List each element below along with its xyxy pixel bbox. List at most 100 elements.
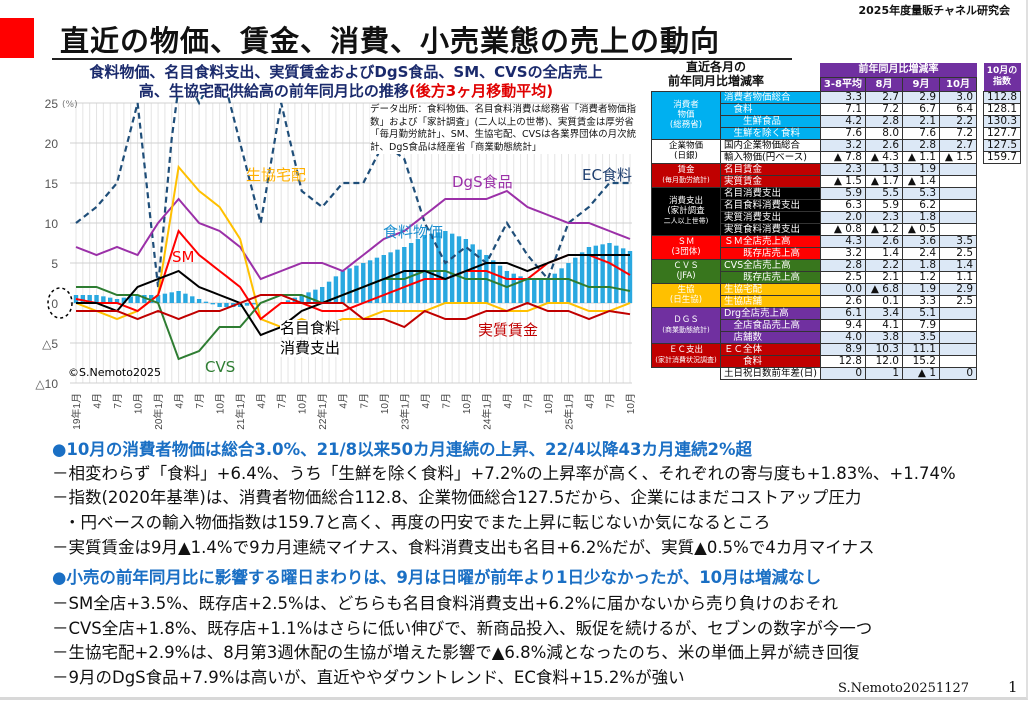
- category-label: ＤＧＳ: [673, 315, 699, 325]
- value-cell: ▲ 6.8: [865, 282, 903, 296]
- value-cell: [939, 330, 977, 344]
- bar-food-price: [333, 276, 339, 303]
- column-header: 8月: [865, 76, 903, 92]
- table-row: 全店食品売上高 9.4 4.1 7.9: [652, 318, 1021, 332]
- category-label: ＳＭ: [677, 237, 695, 247]
- x-tick-label: 7月: [522, 393, 534, 409]
- y-tick-label: △10: [35, 377, 58, 391]
- row-label: 実質食料消費支出: [720, 222, 821, 236]
- chart-title: 食料物価、名目食料支出、実質賃金およびDgS食品、SM、CVSの全店売上 高、生…: [46, 63, 646, 101]
- x-tick-label: 10月: [461, 393, 473, 414]
- row-label: 生鮮を除く食料: [720, 126, 821, 140]
- gap: [977, 247, 984, 259]
- value-cell: 2.5: [939, 246, 977, 260]
- bar-food-price: [367, 260, 373, 303]
- value-cell: 2.7: [939, 138, 977, 152]
- value-cell: 6.7: [902, 102, 940, 116]
- bar-food-price: [532, 279, 537, 303]
- body-line: －9月のDgS食品+7.9%は高いが、直近ややダウントレンド、EC食料+15.2…: [52, 668, 685, 687]
- table-row: 生鮮食品 4.2 2.8 2.1 2.2 130.3: [652, 114, 1022, 128]
- body-line: ・円ベースの輸入物価指数は159.7と高く、再度の円安でまた上昇に転じないか気に…: [64, 513, 771, 532]
- category-label: (日生協): [669, 295, 703, 305]
- bar-food-price: [217, 303, 222, 307]
- table-header-row: 前年同月比増減率 10月の指数: [652, 63, 1021, 91]
- value-cell: 5.9: [819, 186, 867, 200]
- gap: [977, 295, 984, 307]
- bar-food-price: [183, 293, 188, 303]
- bar-food-price: [169, 292, 174, 303]
- gap: [977, 91, 984, 103]
- value-cell: [939, 342, 977, 356]
- value-cell: 2.1: [902, 114, 940, 128]
- category-label: (家計消費状況調査): [655, 356, 717, 364]
- index-empty: [984, 271, 1021, 283]
- gap: [977, 259, 984, 271]
- category-cell: ＥＣ支出 (家計消費状況調査): [651, 342, 721, 368]
- value-cell: ▲ 0.8: [819, 222, 867, 236]
- value-cell: 2.0: [819, 210, 867, 224]
- category-label: 物価: [677, 110, 695, 120]
- bar-food-price: [449, 233, 455, 303]
- page-title: 直近の物価、賃金、消費、小売業態の売上の動向: [60, 24, 721, 58]
- gap: [977, 319, 984, 331]
- index-empty: [984, 175, 1021, 187]
- value-cell: 5.9: [865, 198, 903, 212]
- value-cell: 2.3: [865, 210, 903, 224]
- row-label: Drg全店売上高: [720, 306, 821, 320]
- value-cell: 1.3: [865, 162, 903, 176]
- label-ec: EC食料: [582, 166, 632, 184]
- bar-food-price: [600, 244, 605, 303]
- page-number: 1: [1008, 678, 1018, 696]
- bar-food-price: [566, 263, 571, 303]
- category-label: (JFA): [676, 271, 696, 281]
- value-cell: 6.4: [939, 102, 977, 116]
- category-label: (毎月勤労統計): [662, 176, 710, 184]
- bar-food-price: [237, 303, 243, 307]
- value-cell: [939, 174, 977, 188]
- chart-title-line1: 食料物価、名目食料支出、実質賃金およびDgS食品、SM、CVSの全店売上: [89, 63, 603, 81]
- bar-food-price: [429, 233, 434, 303]
- category-label: (家計調査: [667, 206, 705, 216]
- index-empty: [984, 187, 1021, 199]
- value-cell: 2.2: [865, 258, 903, 272]
- x-tick-label: 4月: [92, 393, 104, 409]
- value-cell: 0: [939, 366, 977, 380]
- bar-food-price: [149, 295, 154, 303]
- bar-food-price: [340, 271, 345, 303]
- category-label: (日銀): [674, 151, 698, 161]
- value-cell: ▲ 1.7: [865, 174, 903, 188]
- x-tick-label: 23年1月: [398, 393, 411, 430]
- category-label: ＣＶＳ: [673, 261, 699, 271]
- value-cell: 1.8: [902, 210, 940, 224]
- bar-food-price: [573, 257, 578, 303]
- value-cell: 1.8: [902, 258, 940, 272]
- value-cell: 6.3: [819, 198, 867, 212]
- gap: [977, 307, 984, 319]
- bar-food-price: [552, 273, 557, 303]
- table-row: ＤＧＳ (商業動態統計) Drg全店売上高 6.1 3.4 5.1: [651, 306, 1021, 344]
- category-label: 企業物価: [668, 141, 703, 151]
- row-label: 生協宅配: [720, 282, 821, 296]
- gap: [977, 77, 984, 91]
- gap: [977, 283, 984, 295]
- body-line: －相変わらず「食料」+6.4%、うち「生鮮を除く食料」+7.2%の上昇率が高く、…: [52, 464, 956, 483]
- row-label: 全店食品売上高: [720, 318, 821, 332]
- header-index: 10月の指数: [983, 63, 1021, 91]
- index-cell: 130.3: [982, 114, 1022, 128]
- label-seikyo: 生協宅配: [246, 166, 307, 184]
- value-cell: 6.1: [819, 306, 867, 320]
- table-corner: [652, 63, 821, 91]
- value-cell: 7.1: [819, 102, 867, 116]
- category-cell: ＤＧＳ (商業動態統計): [651, 306, 721, 344]
- bar-food-price: [388, 252, 393, 303]
- value-cell: 3.2: [819, 138, 867, 152]
- table-row: 輸入物価(円ベース) ▲ 7.8 ▲ 4.3 ▲ 1.1 ▲ 1.5 159.7: [652, 150, 1022, 164]
- row-label: 生協店舗: [720, 294, 821, 308]
- value-cell: 10.3: [865, 342, 903, 356]
- bar-food-price: [477, 249, 482, 303]
- gap: [977, 367, 984, 379]
- bar-food-price: [196, 299, 202, 303]
- value-cell: 2.1: [865, 270, 903, 284]
- rates-table: 前年同月比増減率 10月の指数 3-8平均 8月 9月 10月 消費者 物価 (総務省) 消費者物…: [651, 63, 1022, 380]
